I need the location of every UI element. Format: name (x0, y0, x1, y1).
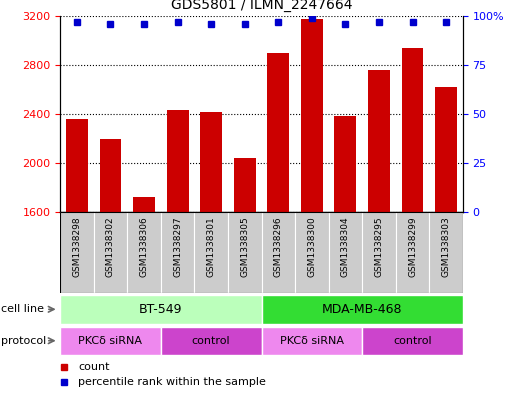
Text: percentile rank within the sample: percentile rank within the sample (78, 377, 266, 387)
Bar (262, 212, 295, 293)
Text: MDA-MB-468: MDA-MB-468 (322, 303, 402, 316)
Title: GDS5801 / ILMN_2247664: GDS5801 / ILMN_2247664 (170, 0, 353, 12)
Bar (60, 296, 262, 324)
Text: GSM1338306: GSM1338306 (140, 216, 149, 277)
Text: GSM1338302: GSM1338302 (106, 216, 115, 277)
Text: GSM1338300: GSM1338300 (308, 216, 316, 277)
Text: GSM1338305: GSM1338305 (240, 216, 249, 277)
Bar (200, 112, 222, 393)
Bar (368, 70, 390, 393)
Bar (267, 53, 289, 393)
Text: count: count (78, 362, 110, 372)
Text: GSM1338295: GSM1338295 (374, 216, 383, 277)
Text: BT-549: BT-549 (139, 303, 183, 316)
Text: GSM1338299: GSM1338299 (408, 216, 417, 277)
Bar (66, 119, 88, 393)
Bar (435, 87, 457, 393)
Bar (94, 212, 127, 293)
Bar (195, 212, 228, 293)
Text: GSM1338298: GSM1338298 (72, 216, 82, 277)
Bar (228, 212, 262, 293)
Bar (234, 158, 256, 393)
Bar (396, 212, 429, 293)
Text: control: control (393, 336, 432, 346)
Bar (402, 48, 424, 393)
Bar (262, 327, 362, 355)
Text: protocol: protocol (1, 336, 47, 346)
Text: GSM1338301: GSM1338301 (207, 216, 215, 277)
Bar (161, 212, 195, 293)
Text: control: control (192, 336, 231, 346)
Text: GSM1338304: GSM1338304 (341, 216, 350, 277)
Bar (60, 212, 94, 293)
Text: GSM1338303: GSM1338303 (441, 216, 451, 277)
Bar (362, 212, 396, 293)
Bar (328, 212, 362, 293)
Text: GSM1338297: GSM1338297 (173, 216, 182, 277)
Text: PKCδ siRNA: PKCδ siRNA (78, 336, 142, 346)
Text: PKCδ siRNA: PKCδ siRNA (280, 336, 344, 346)
Bar (429, 212, 463, 293)
Bar (60, 327, 161, 355)
Bar (295, 212, 328, 293)
Bar (335, 116, 356, 393)
Bar (262, 296, 463, 324)
Bar (133, 197, 155, 393)
Bar (99, 138, 121, 393)
Bar (167, 110, 188, 393)
Bar (362, 327, 463, 355)
Bar (301, 19, 323, 393)
Bar (161, 327, 262, 355)
Bar (127, 212, 161, 293)
Text: GSM1338296: GSM1338296 (274, 216, 283, 277)
Text: cell line: cell line (1, 304, 44, 314)
